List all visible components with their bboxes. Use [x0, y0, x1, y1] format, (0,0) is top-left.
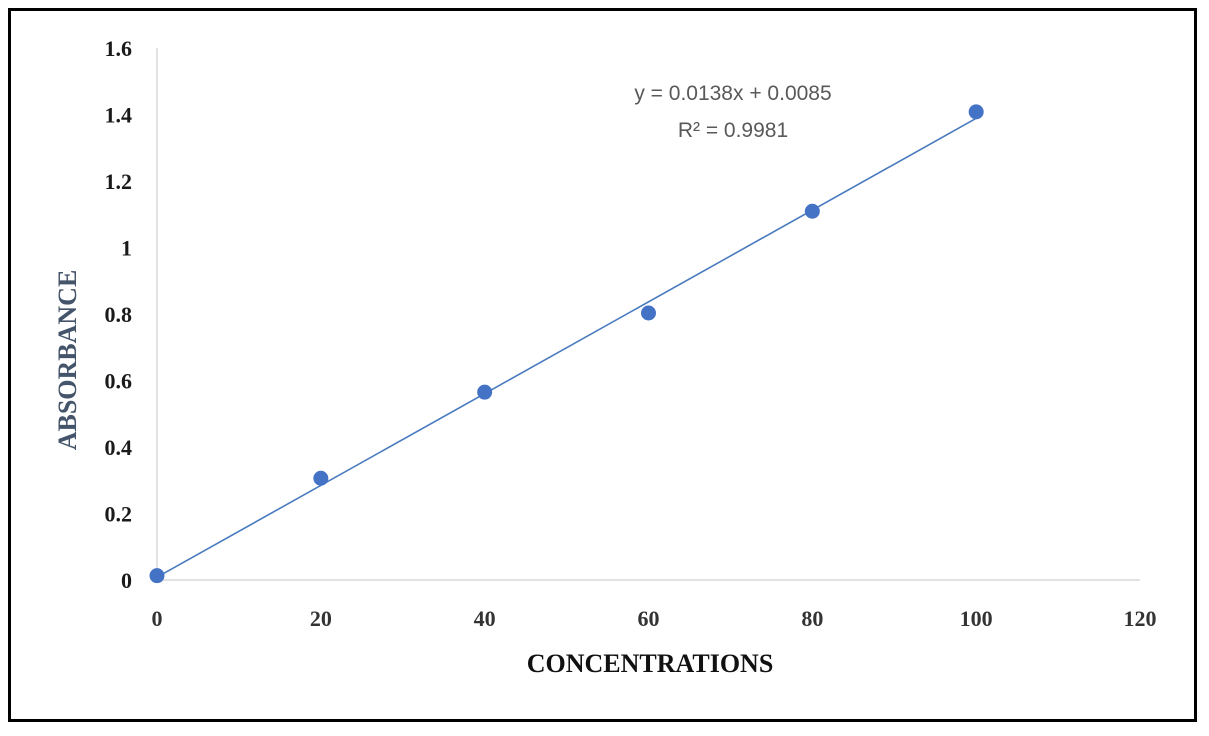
y-tick-label: 0.4 [105, 435, 133, 460]
data-point [477, 384, 493, 400]
y-tick-label: 1.2 [105, 169, 133, 194]
y-tick-label: 1.4 [105, 103, 133, 128]
y-tick-label: 0.6 [105, 369, 133, 394]
trendline-group [156, 117, 977, 578]
y-axis-ticks: 0 0.2 0.4 0.6 0.8 1 1.2 1.4 1.6 [105, 36, 133, 593]
y-tick-label: 0.8 [105, 302, 133, 327]
y-axis-label: ABSORBANCE [53, 270, 82, 451]
x-axis-ticks: 0 20 40 60 80 100 120 [152, 606, 1157, 631]
x-tick-label: 120 [1124, 606, 1157, 631]
data-point [149, 568, 165, 584]
chart-frame [8, 8, 1197, 722]
y-tick-label: 0 [121, 568, 132, 593]
x-tick-label: 60 [638, 606, 660, 631]
data-point [804, 203, 820, 219]
axes [156, 48, 1140, 581]
data-points [149, 104, 984, 584]
x-tick-label: 80 [801, 606, 823, 631]
trendline-equation: y = 0.0138x + 0.0085 [634, 82, 831, 105]
x-tick-label: 0 [152, 606, 163, 631]
data-point [313, 470, 329, 486]
x-tick-label: 100 [960, 606, 993, 631]
y-tick-label: 1 [121, 236, 132, 261]
trendline [156, 117, 977, 578]
x-axis-label: CONCENTRATIONS [527, 649, 774, 678]
y-tick-label: 0.2 [105, 502, 133, 527]
trendline-r-squared: R² = 0.9981 [678, 119, 788, 142]
y-tick-label: 1.6 [105, 36, 133, 61]
data-point [968, 104, 984, 120]
x-tick-label: 20 [310, 606, 332, 631]
data-point [641, 305, 656, 321]
x-tick-label: 40 [474, 606, 496, 631]
